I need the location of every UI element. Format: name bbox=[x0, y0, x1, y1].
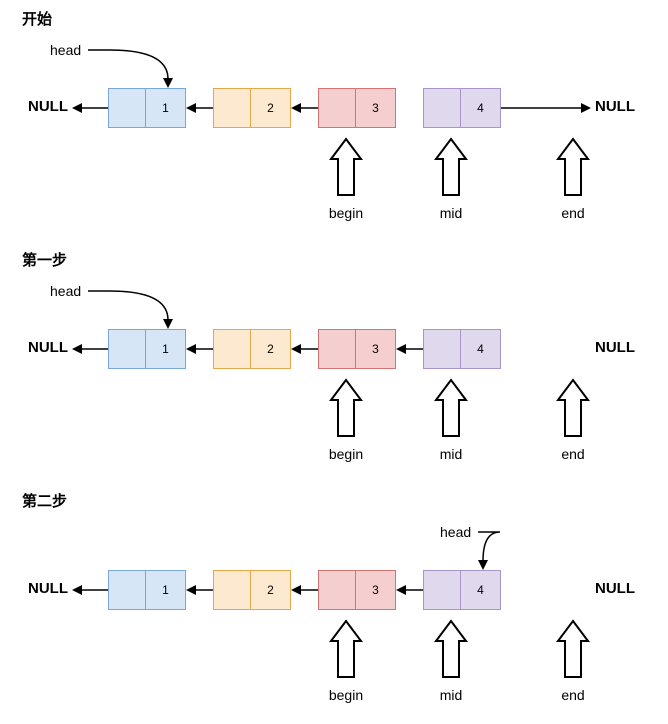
pointer-label-mid: mid bbox=[426, 205, 476, 221]
node-value: 1 bbox=[146, 571, 185, 609]
list-node-n1: 1 bbox=[108, 329, 186, 369]
list-node-n2: 2 bbox=[213, 570, 291, 610]
null-right: NULL bbox=[595, 580, 635, 597]
head-label: head bbox=[440, 524, 471, 540]
node-value: 3 bbox=[356, 571, 395, 609]
node-pointer-cell bbox=[109, 571, 146, 609]
pointer-label-end: end bbox=[548, 446, 598, 462]
pointer-label-begin: begin bbox=[321, 446, 371, 462]
node-value: 1 bbox=[146, 89, 185, 127]
node-pointer-cell bbox=[319, 571, 356, 609]
pointer-label-mid: mid bbox=[426, 687, 476, 703]
node-pointer-cell bbox=[424, 330, 461, 368]
null-left: NULL bbox=[28, 580, 68, 597]
stage-2: 第二步 NULL NULL 1 2 3 4 head begin mid end bbox=[0, 482, 668, 723]
node-value: 4 bbox=[461, 330, 500, 368]
node-pointer-cell bbox=[109, 89, 146, 127]
list-node-n4: 4 bbox=[423, 329, 501, 369]
node-value: 4 bbox=[461, 89, 500, 127]
list-node-n4: 4 bbox=[423, 88, 501, 128]
node-pointer-cell bbox=[109, 330, 146, 368]
node-value: 3 bbox=[356, 330, 395, 368]
list-node-n3: 3 bbox=[318, 329, 396, 369]
null-left: NULL bbox=[28, 98, 68, 115]
pointer-label-mid: mid bbox=[426, 446, 476, 462]
list-node-n3: 3 bbox=[318, 570, 396, 610]
head-label: head bbox=[50, 42, 81, 58]
null-right: NULL bbox=[595, 339, 635, 356]
list-node-n4: 4 bbox=[423, 570, 501, 610]
node-pointer-cell bbox=[214, 330, 251, 368]
stage-title: 第二步 bbox=[22, 490, 67, 511]
node-pointer-cell bbox=[319, 89, 356, 127]
pointer-label-begin: begin bbox=[321, 687, 371, 703]
node-pointer-cell bbox=[319, 330, 356, 368]
node-pointer-cell bbox=[214, 89, 251, 127]
stage-title: 第一步 bbox=[22, 249, 67, 270]
stage-title: 开始 bbox=[22, 8, 52, 29]
diagram-root: 开始 NULL NULL 1 2 3 4 head begin mid end 第一步 NULL NULL… bbox=[0, 0, 668, 723]
null-left: NULL bbox=[28, 339, 68, 356]
head-label: head bbox=[50, 283, 81, 299]
null-right: NULL bbox=[595, 98, 635, 115]
node-value: 3 bbox=[356, 89, 395, 127]
node-value: 1 bbox=[146, 330, 185, 368]
node-pointer-cell bbox=[214, 571, 251, 609]
list-node-n1: 1 bbox=[108, 570, 186, 610]
node-value: 4 bbox=[461, 571, 500, 609]
list-node-n2: 2 bbox=[213, 88, 291, 128]
list-node-n2: 2 bbox=[213, 329, 291, 369]
stage-1: 第一步 NULL NULL 1 2 3 4 head begin mid end bbox=[0, 241, 668, 482]
node-value: 2 bbox=[251, 571, 290, 609]
pointer-label-end: end bbox=[548, 205, 598, 221]
node-value: 2 bbox=[251, 89, 290, 127]
pointer-label-end: end bbox=[548, 687, 598, 703]
stage-0: 开始 NULL NULL 1 2 3 4 head begin mid end bbox=[0, 0, 668, 241]
node-pointer-cell bbox=[424, 571, 461, 609]
pointer-label-begin: begin bbox=[321, 205, 371, 221]
node-pointer-cell bbox=[424, 89, 461, 127]
node-value: 2 bbox=[251, 330, 290, 368]
list-node-n3: 3 bbox=[318, 88, 396, 128]
list-node-n1: 1 bbox=[108, 88, 186, 128]
